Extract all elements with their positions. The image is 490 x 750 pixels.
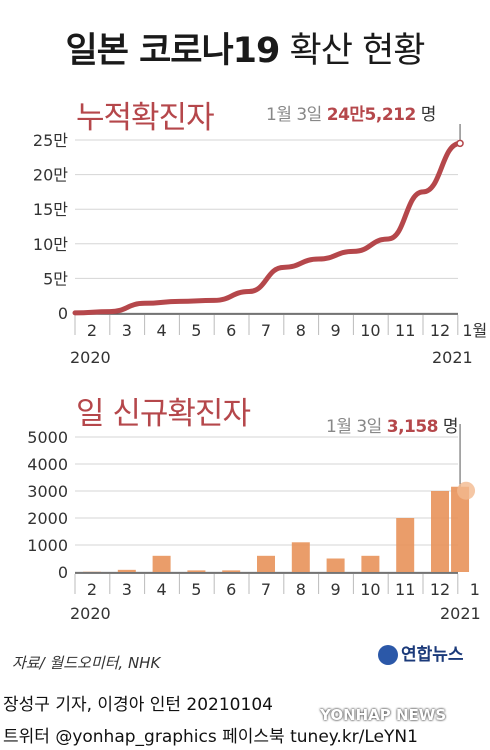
y-tick-label: 3000 (27, 482, 68, 501)
daily-annotation-value: 3,158 (386, 417, 439, 437)
x-tick-label: 8 (296, 321, 306, 340)
y-tick-label: 1000 (27, 536, 68, 555)
x-tick-label: 10 (360, 321, 380, 340)
cumulative-title: 누적확진자 (76, 100, 215, 136)
x-tick-label: 11 (395, 321, 415, 340)
daily-bar (152, 555, 171, 572)
daily-bar (396, 518, 415, 572)
x-tick-label: 11 (395, 580, 415, 599)
x-tick-label: 7 (261, 580, 271, 599)
x-tick-label: 1 (470, 580, 480, 599)
x-tick-label: 3 (122, 321, 132, 340)
x-tick-label: 5 (191, 580, 201, 599)
x-tick-label: 2 (87, 321, 97, 340)
yonhap-logo-icon (378, 645, 398, 665)
cumulative-chart: 0 5만 10만 15만 20만 25만 2 3 4 5 6 7 8 9 10 11 12 1월 2020 2021 (33, 124, 487, 367)
cumulative-series-line (72, 140, 463, 316)
x-tick-label: 10 (360, 580, 380, 599)
x-tick-label: 3 (122, 580, 132, 599)
y-tick-label: 5만 (43, 269, 68, 288)
x-tick-label: 9 (331, 580, 341, 599)
cumulative-annotation-value: 24만5,212 (326, 105, 417, 125)
y-tick-label: 2000 (27, 509, 68, 528)
daily-annotation-unit: 명 (442, 417, 459, 437)
x-year-label: 2021 (440, 604, 481, 623)
cumulative-annotation-unit: 명 (420, 105, 437, 125)
last-bar-highlight (457, 481, 476, 500)
page-title: 일본 코로나19 확산 현황 (0, 22, 490, 73)
daily-bar (326, 558, 345, 572)
x-tick-label: 9 (331, 321, 341, 340)
y-tick-label: 4000 (27, 455, 68, 474)
x-year-label: 2021 (432, 348, 473, 367)
x-tick-label: 5 (191, 321, 201, 340)
title-sub: 확산 현황 (289, 31, 426, 71)
daily-chart: 0 1000 2000 3000 4000 5000 2 3 4 5 6 7 8 9 10 11 12 1 2020… (27, 424, 481, 623)
y-tick-label: 20만 (33, 166, 68, 185)
yonhap-logo: 연합뉴스 (378, 640, 464, 665)
credit-line-2: 트위터 @yonhap_graphics 페이스북 tuney.kr/LeYN1 (3, 727, 418, 747)
daily-bar (291, 542, 310, 572)
x-tick-label: 8 (296, 580, 306, 599)
daily-bar (361, 555, 380, 572)
x-tick-label: 4 (157, 580, 167, 599)
credit-line-1: 장성구 기자, 이경아 인턴 20210104 (3, 695, 273, 715)
x-tick-label: 2 (87, 580, 97, 599)
x-year-label: 2020 (70, 604, 111, 623)
x-tick-label: 12 (430, 580, 450, 599)
cumulative-annotation: 1월 3일 24만5,212 명 (266, 100, 436, 125)
x-tick-label: 12 (430, 321, 450, 340)
y-tick-label: 25만 (33, 131, 68, 150)
y-tick-label: 15만 (33, 200, 68, 219)
daily-bar (431, 491, 449, 572)
daily-annotation-date: 1월 3일 (326, 417, 382, 437)
cumulative-annotation-date: 1월 3일 (266, 105, 322, 125)
y-tick-label: 0 (58, 304, 68, 323)
daily-bar (257, 555, 275, 572)
daily-bar (187, 570, 206, 572)
y-tick-label: 5000 (27, 428, 68, 447)
watermark: YONHAP NEWS (320, 706, 447, 724)
last-point-marker (456, 139, 464, 148)
source-note: 자료/ 월드오미터, NHK (12, 654, 161, 672)
x-tick-label: 7 (261, 321, 271, 340)
x-tick-label: 6 (226, 321, 236, 340)
daily-bar (451, 486, 470, 572)
y-tick-label: 10만 (33, 235, 68, 254)
x-tick-label: 1월 (462, 321, 487, 340)
daily-title: 일 신규확진자 (76, 396, 251, 432)
x-tick-label: 6 (226, 580, 236, 599)
x-tick-label: 4 (157, 321, 167, 340)
daily-bar (222, 570, 241, 572)
x-year-label: 2020 (70, 348, 111, 367)
title-main: 일본 코로나19 (65, 31, 281, 71)
y-tick-label: 0 (58, 563, 68, 582)
daily-annotation: 1월 3일 3,158 명 (326, 412, 459, 437)
daily-bar (117, 569, 136, 572)
logo-text: 연합뉴스 (401, 645, 464, 665)
